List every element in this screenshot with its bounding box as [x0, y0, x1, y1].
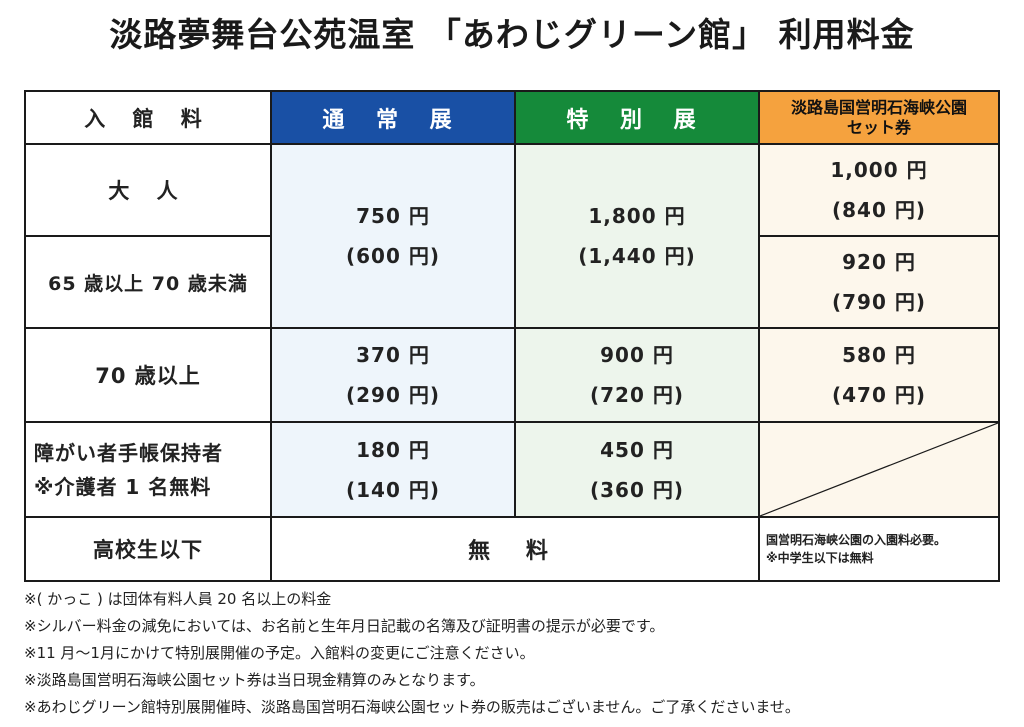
- row-label-student: 高校生以下: [24, 516, 272, 582]
- price-normal-disability: 180 円 (140 円): [270, 421, 516, 518]
- header-special-exhibition: 特 別 展: [514, 90, 760, 145]
- set-note-line1: 国営明石海峡公園の入園料必要。: [766, 533, 947, 547]
- row-label-senior65: 65 歳以上 70 歳未満: [24, 235, 272, 329]
- set-note-student: 国営明石海峡公園の入園料必要。 ※中学生以下は無料: [758, 516, 1000, 582]
- row-label-senior70: 70 歳以上: [24, 327, 272, 423]
- table-row-senior70: 70 歳以上 370 円 (290 円) 900 円 (720 円) 580 円…: [24, 327, 1000, 423]
- table-header-row: 入 館 料 通 常 展 特 別 展 淡路島国営明石海峡公園 セット券: [24, 90, 1000, 145]
- row-label-disability-line1: 障がい者手帳保持者: [34, 440, 223, 465]
- table-row-student: 高校生以下 無 料 国営明石海峡公園の入園料必要。 ※中学生以下は無料: [24, 516, 1000, 582]
- set-note-line2: ※中学生以下は無料: [766, 551, 874, 565]
- price-value: 900 円: [600, 343, 674, 367]
- price-value: 1,800 円: [588, 204, 686, 228]
- header-set-line1: 淡路島国営明石海峡公園: [790, 97, 967, 117]
- table-row-senior65: 65 歳以上 70 歳未満 920 円 (790 円): [24, 235, 1000, 329]
- price-value: 450 円: [600, 437, 674, 462]
- price-group: (720 円): [590, 383, 684, 407]
- price-group: (290 円): [346, 383, 440, 407]
- price-value: 580 円: [842, 343, 916, 367]
- table-row-disability: 障がい者手帳保持者 ※介護者 1 名無料 180 円 (140 円) 450 円…: [24, 421, 1000, 518]
- header-normal-exhibition: 通 常 展: [270, 90, 516, 145]
- price-set-adult: 1,000 円 (840 円): [758, 143, 1000, 237]
- price-set-senior70: 580 円 (470 円): [758, 327, 1000, 423]
- diagonal-slash: [760, 423, 998, 516]
- price-normal-senior70: 370 円 (290 円): [270, 327, 516, 423]
- price-group: (470 円): [832, 383, 926, 407]
- price-special-disability: 450 円 (360 円): [514, 421, 760, 518]
- note-item: ※淡路島国営明石海峡公園セット券は当日現金精算のみとなります。: [24, 671, 485, 689]
- price-free-student: 無 料: [270, 516, 760, 582]
- price-value: 750 円: [356, 204, 430, 228]
- not-applicable-cell: [758, 421, 1000, 518]
- note-item: ※あわじグリーン館特別展開催時、淡路島国営明石海峡公園セット券の販売はございませ…: [24, 698, 800, 716]
- price-group: (840 円): [832, 198, 926, 222]
- price-group: (360 円): [590, 477, 684, 502]
- row-label-disability: 障がい者手帳保持者 ※介護者 1 名無料: [24, 421, 272, 518]
- header-category: 入 館 料: [24, 90, 272, 145]
- price-special-adult: 1,800 円 (1,440 円): [514, 143, 760, 329]
- note-item: ※11 月～1月にかけて特別展開催の予定。入館料の変更にご注意ください。: [24, 644, 535, 662]
- price-value: 180 円: [356, 437, 430, 462]
- header-set-line2: セット券: [846, 117, 911, 137]
- price-group: (140 円): [346, 477, 440, 502]
- price-set-senior65: 920 円 (790 円): [758, 235, 1000, 329]
- page-title: 淡路夢舞台公苑温室 「あわじグリーン館」 利用料金: [109, 15, 915, 54]
- table-row-adult: 大 人 750 円 (600 円) 1,800 円 (1,440 円) 1,00…: [24, 143, 1000, 329]
- row-label-adult: 大 人: [24, 143, 272, 237]
- price-group: (600 円): [346, 244, 440, 268]
- fee-table: 入 館 料 通 常 展 特 別 展 淡路島国営明石海峡公園 セット券 大 人 7…: [24, 90, 1000, 582]
- header-set-ticket: 淡路島国営明石海峡公園 セット券: [758, 90, 1000, 145]
- price-value: 1,000 円: [830, 158, 928, 182]
- note-item: ※シルバー料金の減免においては、お名前と生年月日記載の名簿及び証明書の提示が必要…: [24, 617, 665, 635]
- row-label-disability-line2: ※介護者 1 名無料: [34, 474, 212, 499]
- price-group: (1,440 円): [578, 244, 696, 268]
- price-value: 370 円: [356, 343, 430, 367]
- price-group: (790 円): [832, 290, 926, 314]
- price-special-senior70: 900 円 (720 円): [514, 327, 760, 423]
- notes-list: ※( かっこ ) は団体有料人員 20 名以上の料金 ※シルバー料金の減免におい…: [24, 586, 1004, 721]
- price-normal-adult: 750 円 (600 円): [270, 143, 516, 329]
- price-value: 920 円: [842, 250, 916, 274]
- note-item: ※( かっこ ) は団体有料人員 20 名以上の料金: [24, 590, 332, 608]
